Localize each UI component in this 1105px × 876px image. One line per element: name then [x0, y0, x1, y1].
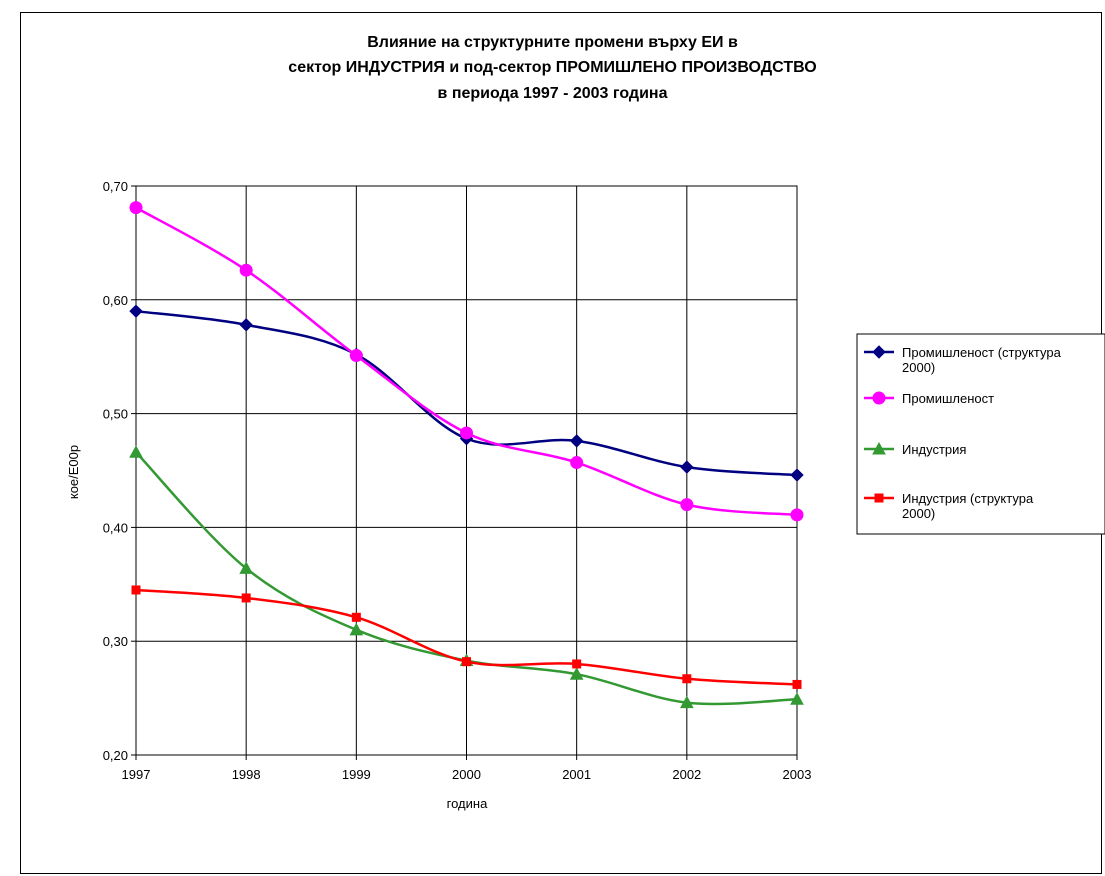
- x-tick-label: 1999: [342, 767, 371, 782]
- y-tick-label: 0,70: [103, 179, 128, 194]
- legend-label: 2000): [902, 506, 935, 521]
- y-tick-label: 0,20: [103, 748, 128, 763]
- x-tick-label: 2000: [452, 767, 481, 782]
- y-tick-label: 0,60: [103, 293, 128, 308]
- data-point: [349, 622, 364, 636]
- legend-label: Промишленост (структура: [902, 345, 1062, 360]
- legend-marker: [872, 345, 886, 359]
- y-tick-label: 0,30: [103, 634, 128, 649]
- data-point: [462, 657, 471, 667]
- y-tick-label: 0,50: [103, 407, 128, 422]
- data-point: [131, 585, 141, 595]
- y-axis-label: кое/Е00р: [66, 445, 81, 499]
- data-point: [680, 460, 694, 474]
- axes: 0,20 0,30 0,40 0,50 0,60 0,70 1997 1998 1999 2000…: [103, 179, 812, 782]
- data-point: [790, 468, 804, 482]
- x-tick-label: 2002: [672, 767, 701, 782]
- legend-marker: [874, 493, 884, 503]
- x-tick-label: 1997: [122, 767, 151, 782]
- legend-marker: [872, 391, 886, 405]
- grid: [135, 185, 798, 756]
- data-point: [790, 508, 804, 522]
- legend-label: Индустрия: [902, 442, 966, 457]
- x-tick-label: 1998: [232, 767, 261, 782]
- data-point: [790, 692, 804, 705]
- data-point: [569, 667, 584, 680]
- data-point: [351, 612, 361, 622]
- data-point: [129, 445, 143, 458]
- legend-entry-1: Промишленост: [864, 391, 994, 406]
- legend-label: Промишленост: [902, 391, 994, 406]
- data-point: [682, 674, 692, 684]
- data-point: [569, 434, 584, 448]
- x-tick-label: 2003: [783, 767, 812, 782]
- legend-label: Индустрия (структура: [902, 491, 1034, 506]
- data-point: [129, 304, 143, 318]
- data-point: [460, 426, 473, 440]
- data-point: [239, 318, 253, 332]
- data-point: [680, 498, 694, 512]
- data-point: [129, 201, 143, 215]
- y-tick-label: 0,40: [103, 520, 128, 535]
- legend-entry-2: Индустрия: [864, 441, 966, 457]
- data-point: [239, 263, 253, 277]
- data-point: [792, 679, 802, 689]
- series: [129, 201, 804, 709]
- legend-box: [856, 333, 1105, 535]
- series-1: [129, 201, 804, 522]
- data-point: [570, 456, 584, 470]
- x-axis-label: година: [447, 796, 488, 811]
- x-tick-label: 2001: [562, 767, 591, 782]
- legend: Промишленост (структура2000)Промишленост…: [856, 333, 1105, 535]
- data-point: [679, 695, 694, 709]
- data-point: [349, 349, 363, 363]
- series-3: [131, 585, 802, 689]
- legend-marker: [872, 441, 886, 455]
- chart-title-line-1: Влияние на структурните промени върху ЕИ…: [367, 34, 738, 51]
- legend-label: 2000): [902, 360, 935, 375]
- data-point: [241, 593, 251, 603]
- chart-title-line-3: в периода 1997 - 2003 година: [437, 85, 668, 102]
- data-point: [239, 561, 254, 574]
- data-point: [572, 659, 582, 669]
- chart-title-line-2: сектор ИНДУСТРИЯ и под-сектор ПРОМИШЛЕНО…: [288, 59, 817, 76]
